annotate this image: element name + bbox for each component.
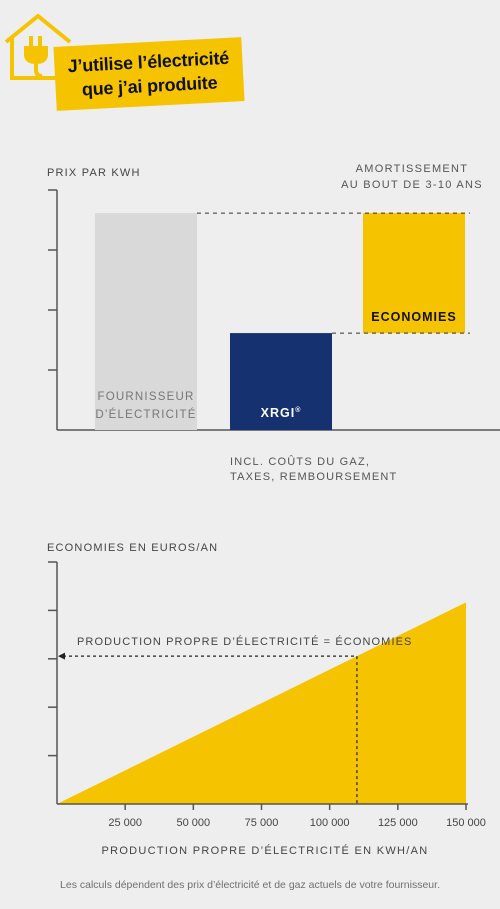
y-axis-label: ECONOMIES EN EUROS/AN <box>47 542 218 554</box>
x-axis-label: PRODUCTION PROPRE D’ÉLECTRICITÉ EN KWH/A… <box>101 844 428 857</box>
x-tick-label: 150 000 <box>446 817 486 829</box>
savings-area <box>57 602 466 804</box>
annotation-amortization-1: AMORTISSEMENT <box>356 163 469 175</box>
annotation-costs-1: INCL. COÛTS DU GAZ, <box>230 455 370 468</box>
x-tick-label: 125 000 <box>378 817 418 829</box>
bar-label-xrgi-mark: ® <box>295 406 301 414</box>
y-axis-label: PRIX PAR KWH <box>47 167 141 179</box>
x-tick-label: 50 000 <box>177 817 211 829</box>
bar-1 <box>95 213 197 430</box>
title-banner: J’utilise l’électricité que j’ai produit… <box>53 37 245 111</box>
footnote: Les calculs dépendent des prix d’électri… <box>60 879 440 891</box>
marker-label: PRODUCTION PROPRE D’ÉLECTRICITÉ = ÉCONOM… <box>77 635 412 648</box>
bar-label-xrgi-text: XRGI <box>261 406 296 420</box>
marker-arrow-head <box>58 652 65 660</box>
house-plug-icon <box>4 14 72 80</box>
annotation-amortization-2: AU BOUT DE 3-10 ANS <box>341 179 483 191</box>
x-tick-label: 75 000 <box>245 817 279 829</box>
price-per-kwh-chart: PRIX PAR KWH FOURNISSEUR D’ÉLECTRICITÉ XRGI… <box>47 163 500 483</box>
savings-per-year-chart: ECONOMIES EN EUROS/AN 25 000 50 000 75 000 1… <box>47 542 486 857</box>
bar-label-supplier-2: D’ÉLECTRICITÉ <box>95 408 196 421</box>
bar-label-savings: ECONOMIES <box>371 310 456 324</box>
x-tick-label: 100 000 <box>310 817 350 829</box>
bar-2 <box>230 333 332 430</box>
bar-label-xrgi: XRGI® <box>261 406 302 420</box>
x-tick-label: 25 000 <box>108 817 142 829</box>
bar-3 <box>363 213 465 334</box>
bar-label-supplier-1: FOURNISSEUR <box>98 391 195 403</box>
annotation-costs-2: TAXES, REMBOURSEMENT <box>230 471 397 483</box>
